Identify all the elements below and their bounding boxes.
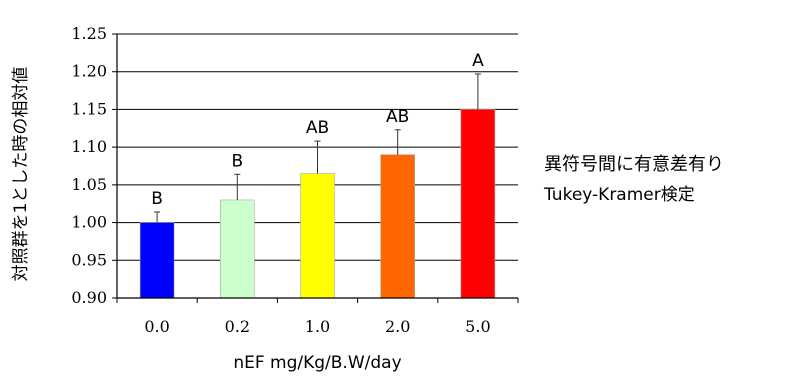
bar	[220, 199, 255, 299]
x-tick-labels: 0.0 0.2 1.0 2.0 5.0	[144, 317, 490, 336]
y-tick-label: 0.95	[71, 250, 107, 269]
x-tick-label: 0.0	[144, 317, 169, 336]
bar	[380, 154, 416, 299]
group-letter-label: AB	[386, 107, 409, 127]
x-tick-label: 2.0	[385, 317, 410, 336]
group-letter-label: AB	[306, 118, 329, 138]
y-tick-label: 1.05	[71, 175, 107, 194]
bar	[300, 173, 335, 299]
x-tick-label: 0.2	[225, 317, 250, 336]
x-tick-label: 1.0	[305, 317, 330, 336]
x-axis-title: nEF mg/Kg/B.W/day	[233, 353, 401, 373]
y-tick-label: 1.25	[71, 24, 107, 43]
y-tick-label: 1.10	[71, 137, 107, 156]
test-method-note: Tukey-Kramer検定	[544, 185, 695, 205]
group-letter-label: A	[472, 51, 484, 71]
y-tick-label: 1.15	[71, 99, 107, 118]
y-tick-label: 0.90	[71, 288, 107, 307]
bar	[139, 222, 175, 299]
y-axis-title: 対照群を1とした時の相対値	[11, 67, 31, 282]
y-tick-labels: 0.90 0.95 1.00 1.05 1.10 1.15 1.20 1.25	[71, 24, 107, 307]
y-tick-label: 1.20	[71, 62, 107, 81]
bar	[460, 109, 496, 299]
group-labels: B B AB AB A	[151, 51, 484, 209]
group-letter-label: B	[231, 151, 243, 171]
group-letter-label: B	[151, 189, 163, 209]
y-tick-label: 1.00	[71, 213, 107, 232]
x-tick-label: 5.0	[465, 317, 490, 336]
bars	[139, 109, 496, 299]
significance-note: 異符号間に有意差有り	[544, 154, 724, 175]
axes	[112, 33, 519, 303]
error-bars	[154, 73, 481, 223]
